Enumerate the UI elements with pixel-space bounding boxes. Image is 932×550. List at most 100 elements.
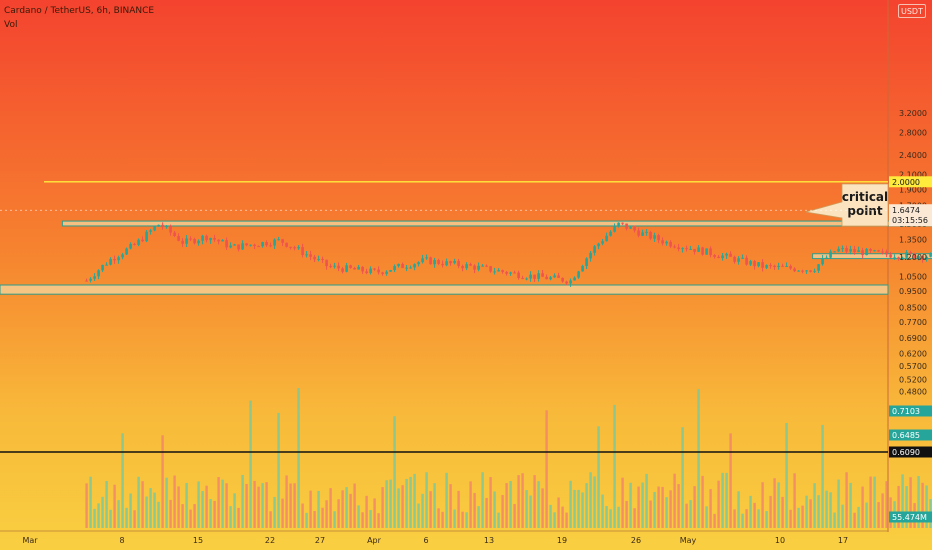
volume-bar [173, 475, 176, 528]
volume-bar [857, 506, 860, 528]
volume-bar [665, 497, 668, 528]
current-price-badge [889, 204, 932, 227]
volume-bar [169, 499, 172, 528]
candle-body [737, 258, 740, 262]
candle-body [629, 227, 632, 229]
volume-bar [325, 500, 328, 528]
volume-bar [673, 473, 676, 528]
candle-body [341, 268, 344, 272]
volume-bar [749, 495, 752, 528]
candle-body [469, 264, 472, 266]
volume-bar [553, 512, 556, 528]
candle-body [89, 278, 92, 281]
volume-bar [493, 491, 496, 528]
volume-bar [901, 474, 904, 528]
candle-body [449, 261, 452, 264]
candle-body [337, 265, 340, 269]
volume-bar [473, 492, 476, 528]
volume-bar [817, 495, 820, 528]
candle-body [765, 265, 768, 268]
price-tick-label: 3.2000 [899, 109, 927, 118]
volume-bar [445, 472, 448, 528]
candle-body [221, 240, 224, 242]
candle-body [201, 235, 204, 241]
volume-bar [201, 491, 204, 528]
candle-body [889, 254, 892, 258]
volume-bar [141, 481, 144, 528]
volume-bar [249, 400, 252, 528]
volume-bar [897, 485, 900, 528]
volume-bar [529, 495, 532, 528]
volume-bar [145, 496, 148, 528]
volume-bar [633, 508, 636, 528]
volume-bar [193, 504, 196, 528]
volume-bar [321, 507, 324, 528]
candle-body [813, 270, 816, 272]
volume-bar [357, 505, 360, 528]
volume-bar [701, 475, 704, 528]
volume-bar [385, 480, 388, 528]
volume-bar [705, 506, 708, 528]
candle-body [685, 248, 688, 250]
candle-body [809, 270, 812, 272]
candle-body [85, 280, 88, 282]
currency-badge[interactable]: USDT [898, 4, 926, 18]
candle-body [265, 242, 268, 246]
candle-body [793, 268, 796, 272]
volume-bar [865, 502, 868, 528]
volume-bar [237, 507, 240, 528]
candle-body [797, 270, 800, 272]
candle-body [301, 247, 304, 255]
volume-bar [401, 485, 404, 528]
volume-bar [649, 500, 652, 528]
candle-body [121, 254, 124, 258]
candle-body [493, 271, 496, 273]
candle-body [389, 270, 392, 272]
candle-body [573, 277, 576, 281]
volume-bar [497, 512, 500, 528]
candle-body [553, 275, 556, 278]
candle-body [141, 239, 144, 242]
time-tick-label: 13 [484, 536, 494, 545]
volume-bar [265, 482, 268, 528]
candle-body [365, 271, 368, 274]
volume-bar [397, 488, 400, 528]
volume-bar [177, 486, 180, 528]
volume-bar [645, 473, 648, 528]
candle-body [905, 252, 908, 258]
volume-bar [405, 478, 408, 528]
time-tick-label: Mar [22, 536, 38, 545]
volume-bar [465, 512, 468, 528]
candle-body [457, 260, 460, 267]
candle-body [653, 235, 656, 239]
volume-bar [489, 477, 492, 528]
volume-bar [925, 485, 928, 528]
time-tick-label: 27 [315, 536, 325, 545]
volume-bar [573, 489, 576, 528]
candle-body [473, 265, 476, 270]
support-resistance-zone [812, 253, 932, 260]
candle-body [881, 251, 884, 253]
candle-body [825, 257, 828, 259]
volume-level-label: 0.6485 [892, 431, 920, 440]
volume-bar [753, 502, 756, 528]
price-tick-label: 0.4800 [899, 387, 927, 396]
volume-bar [433, 483, 436, 528]
candle-body [805, 270, 808, 272]
time-tick-label: 8 [119, 536, 124, 545]
candle-body [489, 266, 492, 272]
price-tick-label: 1.9000 [899, 185, 927, 194]
candle-body [277, 239, 280, 241]
candle-body [657, 235, 660, 241]
candle-body [425, 257, 428, 259]
candle-body [537, 273, 540, 279]
volume-bar [129, 493, 132, 528]
candle-body [705, 248, 708, 255]
candle-body [625, 223, 628, 229]
volume-bar [565, 512, 568, 528]
volume-bar [429, 491, 432, 528]
candle-body [117, 257, 120, 261]
